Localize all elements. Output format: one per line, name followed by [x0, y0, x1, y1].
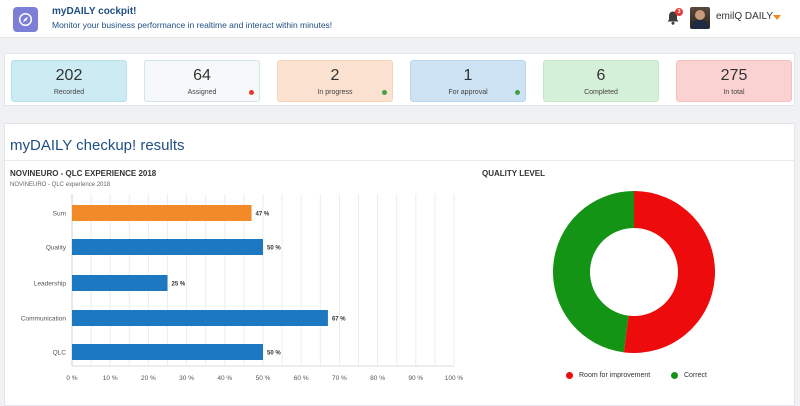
divider	[5, 160, 794, 161]
bar-chart-title: NOVINEURO - QLC EXPERIENCE 2018	[10, 169, 157, 178]
bar-leadership	[72, 275, 168, 291]
category-label: Communication	[21, 316, 67, 323]
app-title: myDAILY cockpit!	[52, 6, 137, 17]
donut-chart	[552, 191, 715, 353]
stat-value: 275	[720, 67, 748, 84]
status-dot	[515, 90, 520, 95]
panel-title: myDAILY checkup! results	[10, 137, 185, 154]
stat-label: Completed	[584, 89, 618, 96]
bar-chart-subtitle: NOVINEURO - QLC experience 2018	[10, 182, 111, 188]
x-tick-label: 10 %	[103, 375, 118, 382]
legend-dot	[566, 372, 573, 379]
legend-item-room-for-improvement[interactable]: Room for improvement	[566, 372, 650, 379]
bar-quality	[72, 239, 263, 255]
stat-card-assigned[interactable]: 64 Assigned	[144, 60, 260, 102]
data-label: 47 %	[256, 212, 270, 218]
category-label: QLC	[53, 350, 67, 357]
compass-icon[interactable]	[13, 7, 38, 32]
x-tick-label: 80 %	[370, 375, 385, 382]
donut-slice-correct[interactable]	[552, 191, 634, 353]
stat-card-in-progress[interactable]: 2 In progress	[277, 60, 393, 102]
x-tick-label: 60 %	[294, 375, 309, 382]
category-label: Quality	[46, 245, 67, 252]
status-dot	[382, 90, 387, 95]
stat-value: 64	[193, 67, 211, 84]
x-tick-label: 50 %	[256, 375, 271, 382]
stats-row: 202 Recorded 64 Assigned 2 In progress 1 For ap…	[4, 53, 795, 106]
notification-badge: 3	[675, 8, 683, 16]
x-tick-label: 0 %	[66, 375, 77, 382]
stat-value: 1	[463, 67, 473, 84]
donut-slice-room-for-improvement[interactable]	[623, 191, 715, 353]
legend-dot	[671, 372, 678, 379]
bar-sum	[72, 205, 252, 221]
stat-value: 202	[55, 67, 83, 84]
app-subtitle: Monitor your business performance in rea…	[52, 20, 333, 30]
category-label: Sum	[53, 211, 66, 218]
user-name[interactable]: emilQ DAILY	[716, 11, 774, 22]
data-label: 25 %	[172, 282, 186, 288]
stat-label: Recorded	[53, 89, 85, 96]
legend-item-correct[interactable]: Correct	[671, 372, 707, 379]
stat-label: Assigned	[187, 89, 217, 96]
stat-card-completed[interactable]: 6 Completed	[543, 60, 659, 102]
stat-value: 2	[330, 67, 340, 84]
donut-chart-title: QUALITY LEVEL	[482, 169, 545, 178]
stat-card-recorded[interactable]: 202 Recorded	[11, 60, 127, 102]
x-tick-label: 70 %	[332, 375, 347, 382]
chevron-down-icon[interactable]	[773, 15, 781, 20]
x-tick-label: 40 %	[217, 375, 232, 382]
category-label: Leadership	[34, 281, 67, 288]
data-label: 50 %	[267, 246, 281, 252]
x-tick-label: 100 %	[445, 375, 464, 382]
data-label: 50 %	[267, 351, 281, 357]
legend-label: Correct	[684, 372, 707, 379]
bar-chart: 0 % 10 % 20 % 30 % 40 % 50 % 60 % 70 % 80 % 90 % 1…	[21, 194, 464, 382]
x-tick-label: 20 %	[141, 375, 156, 382]
stat-card-for-approval[interactable]: 1 For approval	[410, 60, 526, 102]
x-tick-label: 90 %	[408, 375, 423, 382]
avatar[interactable]	[690, 7, 710, 29]
x-tick-label: 30 %	[179, 375, 194, 382]
stat-card-in-total[interactable]: 275 In total	[676, 60, 792, 102]
results-panel: myDAILY checkup! results NOVINEURO - QLC…	[4, 123, 795, 406]
bar-qlc	[72, 344, 263, 360]
stat-label: For approval	[448, 89, 488, 96]
top-header: myDAILY cockpit! Monitor your business p…	[0, 0, 800, 38]
data-label: 67 %	[332, 317, 346, 323]
stat-label: In total	[723, 89, 745, 96]
legend-label: Room for improvement	[579, 372, 651, 379]
stat-label: In progress	[317, 89, 353, 96]
stat-value: 6	[596, 67, 606, 84]
bar-communication	[72, 310, 328, 326]
status-dot	[249, 90, 254, 95]
